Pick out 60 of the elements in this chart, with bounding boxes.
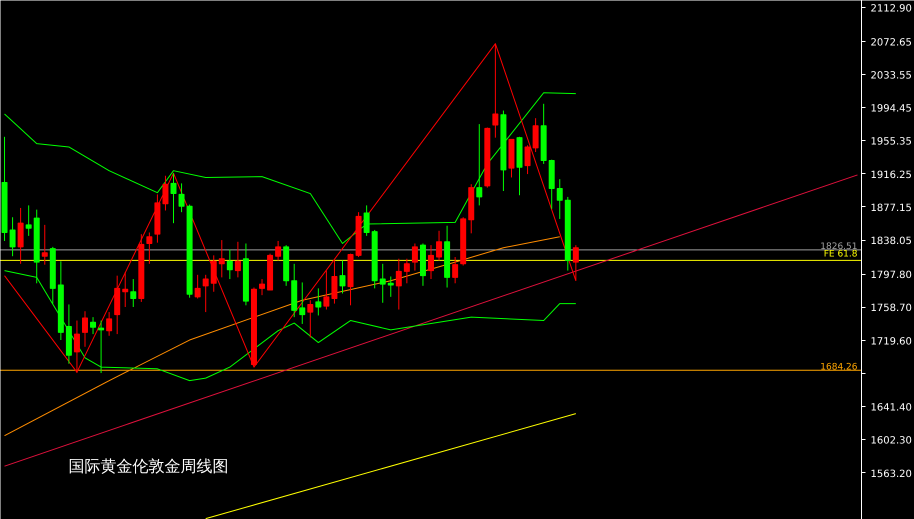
candlestick bbox=[42, 224, 48, 266]
candlestick bbox=[339, 260, 346, 294]
candlestick bbox=[331, 260, 338, 304]
candlestick bbox=[323, 270, 330, 310]
candlestick bbox=[10, 216, 16, 257]
y-tick-label: 1955.35 bbox=[870, 136, 912, 148]
candlestick bbox=[412, 242, 418, 272]
y-tick-label: 1838.05 bbox=[870, 236, 912, 248]
candlestick bbox=[556, 178, 563, 220]
candlestick bbox=[170, 172, 176, 224]
line-series bbox=[4, 236, 560, 436]
candlestick bbox=[404, 258, 410, 284]
candlestick bbox=[98, 320, 104, 374]
candlestick bbox=[194, 274, 201, 300]
candlestick bbox=[307, 300, 314, 338]
candlestick bbox=[178, 182, 185, 213]
candlestick bbox=[532, 118, 539, 153]
candlestick bbox=[364, 204, 370, 236]
y-tick-label: 1797.80 bbox=[870, 270, 912, 282]
y-tick-label: 2033.55 bbox=[870, 70, 912, 82]
candlestick bbox=[436, 230, 442, 261]
candlestick bbox=[428, 244, 434, 280]
ref-line-label: 1684.26 bbox=[820, 362, 858, 372]
candlestick bbox=[106, 312, 112, 336]
candlestick bbox=[226, 248, 233, 280]
y-tick-label: 1641.40 bbox=[870, 402, 912, 414]
candlestick bbox=[396, 258, 402, 310]
candlestick bbox=[275, 240, 282, 261]
y-tick-label: 1563.20 bbox=[870, 468, 912, 480]
y-tick-label: 1719.60 bbox=[870, 336, 912, 348]
candlestick bbox=[452, 256, 458, 284]
y-tick-label: 1877.15 bbox=[870, 202, 912, 214]
y-tick-label: 1994.45 bbox=[870, 104, 912, 115]
y-tick-label: 1602.30 bbox=[870, 436, 912, 447]
y-tick-label: 2112.90 bbox=[870, 3, 912, 14]
candlestick bbox=[315, 288, 322, 316]
candlestick bbox=[299, 282, 306, 324]
candlestick bbox=[202, 274, 209, 313]
candlestick bbox=[234, 241, 241, 278]
candlestick bbox=[162, 175, 168, 211]
candlestick bbox=[26, 204, 32, 236]
candlestick bbox=[130, 278, 136, 308]
candlestick bbox=[82, 310, 88, 348]
candlestick bbox=[476, 124, 482, 206]
candlestick bbox=[524, 144, 531, 175]
y-tick-label: 2072.65 bbox=[870, 37, 912, 48]
y-tick-label: 1758.70 bbox=[870, 303, 912, 314]
ref-line-label: FE 61.8 bbox=[824, 249, 858, 260]
candlestick bbox=[380, 263, 386, 304]
y-tick-label: 1916.25 bbox=[870, 170, 912, 181]
candlestick bbox=[218, 240, 225, 278]
text: 国际黄金伦敦金周线图 bbox=[68, 456, 228, 476]
candlestick bbox=[18, 207, 24, 264]
candlestick bbox=[146, 232, 152, 264]
candlestick bbox=[388, 276, 394, 298]
candlestick bbox=[259, 278, 266, 296]
line-series bbox=[4, 92, 576, 244]
candlestick bbox=[90, 316, 96, 335]
candlestick bbox=[210, 254, 217, 292]
candlestick bbox=[122, 272, 128, 308]
